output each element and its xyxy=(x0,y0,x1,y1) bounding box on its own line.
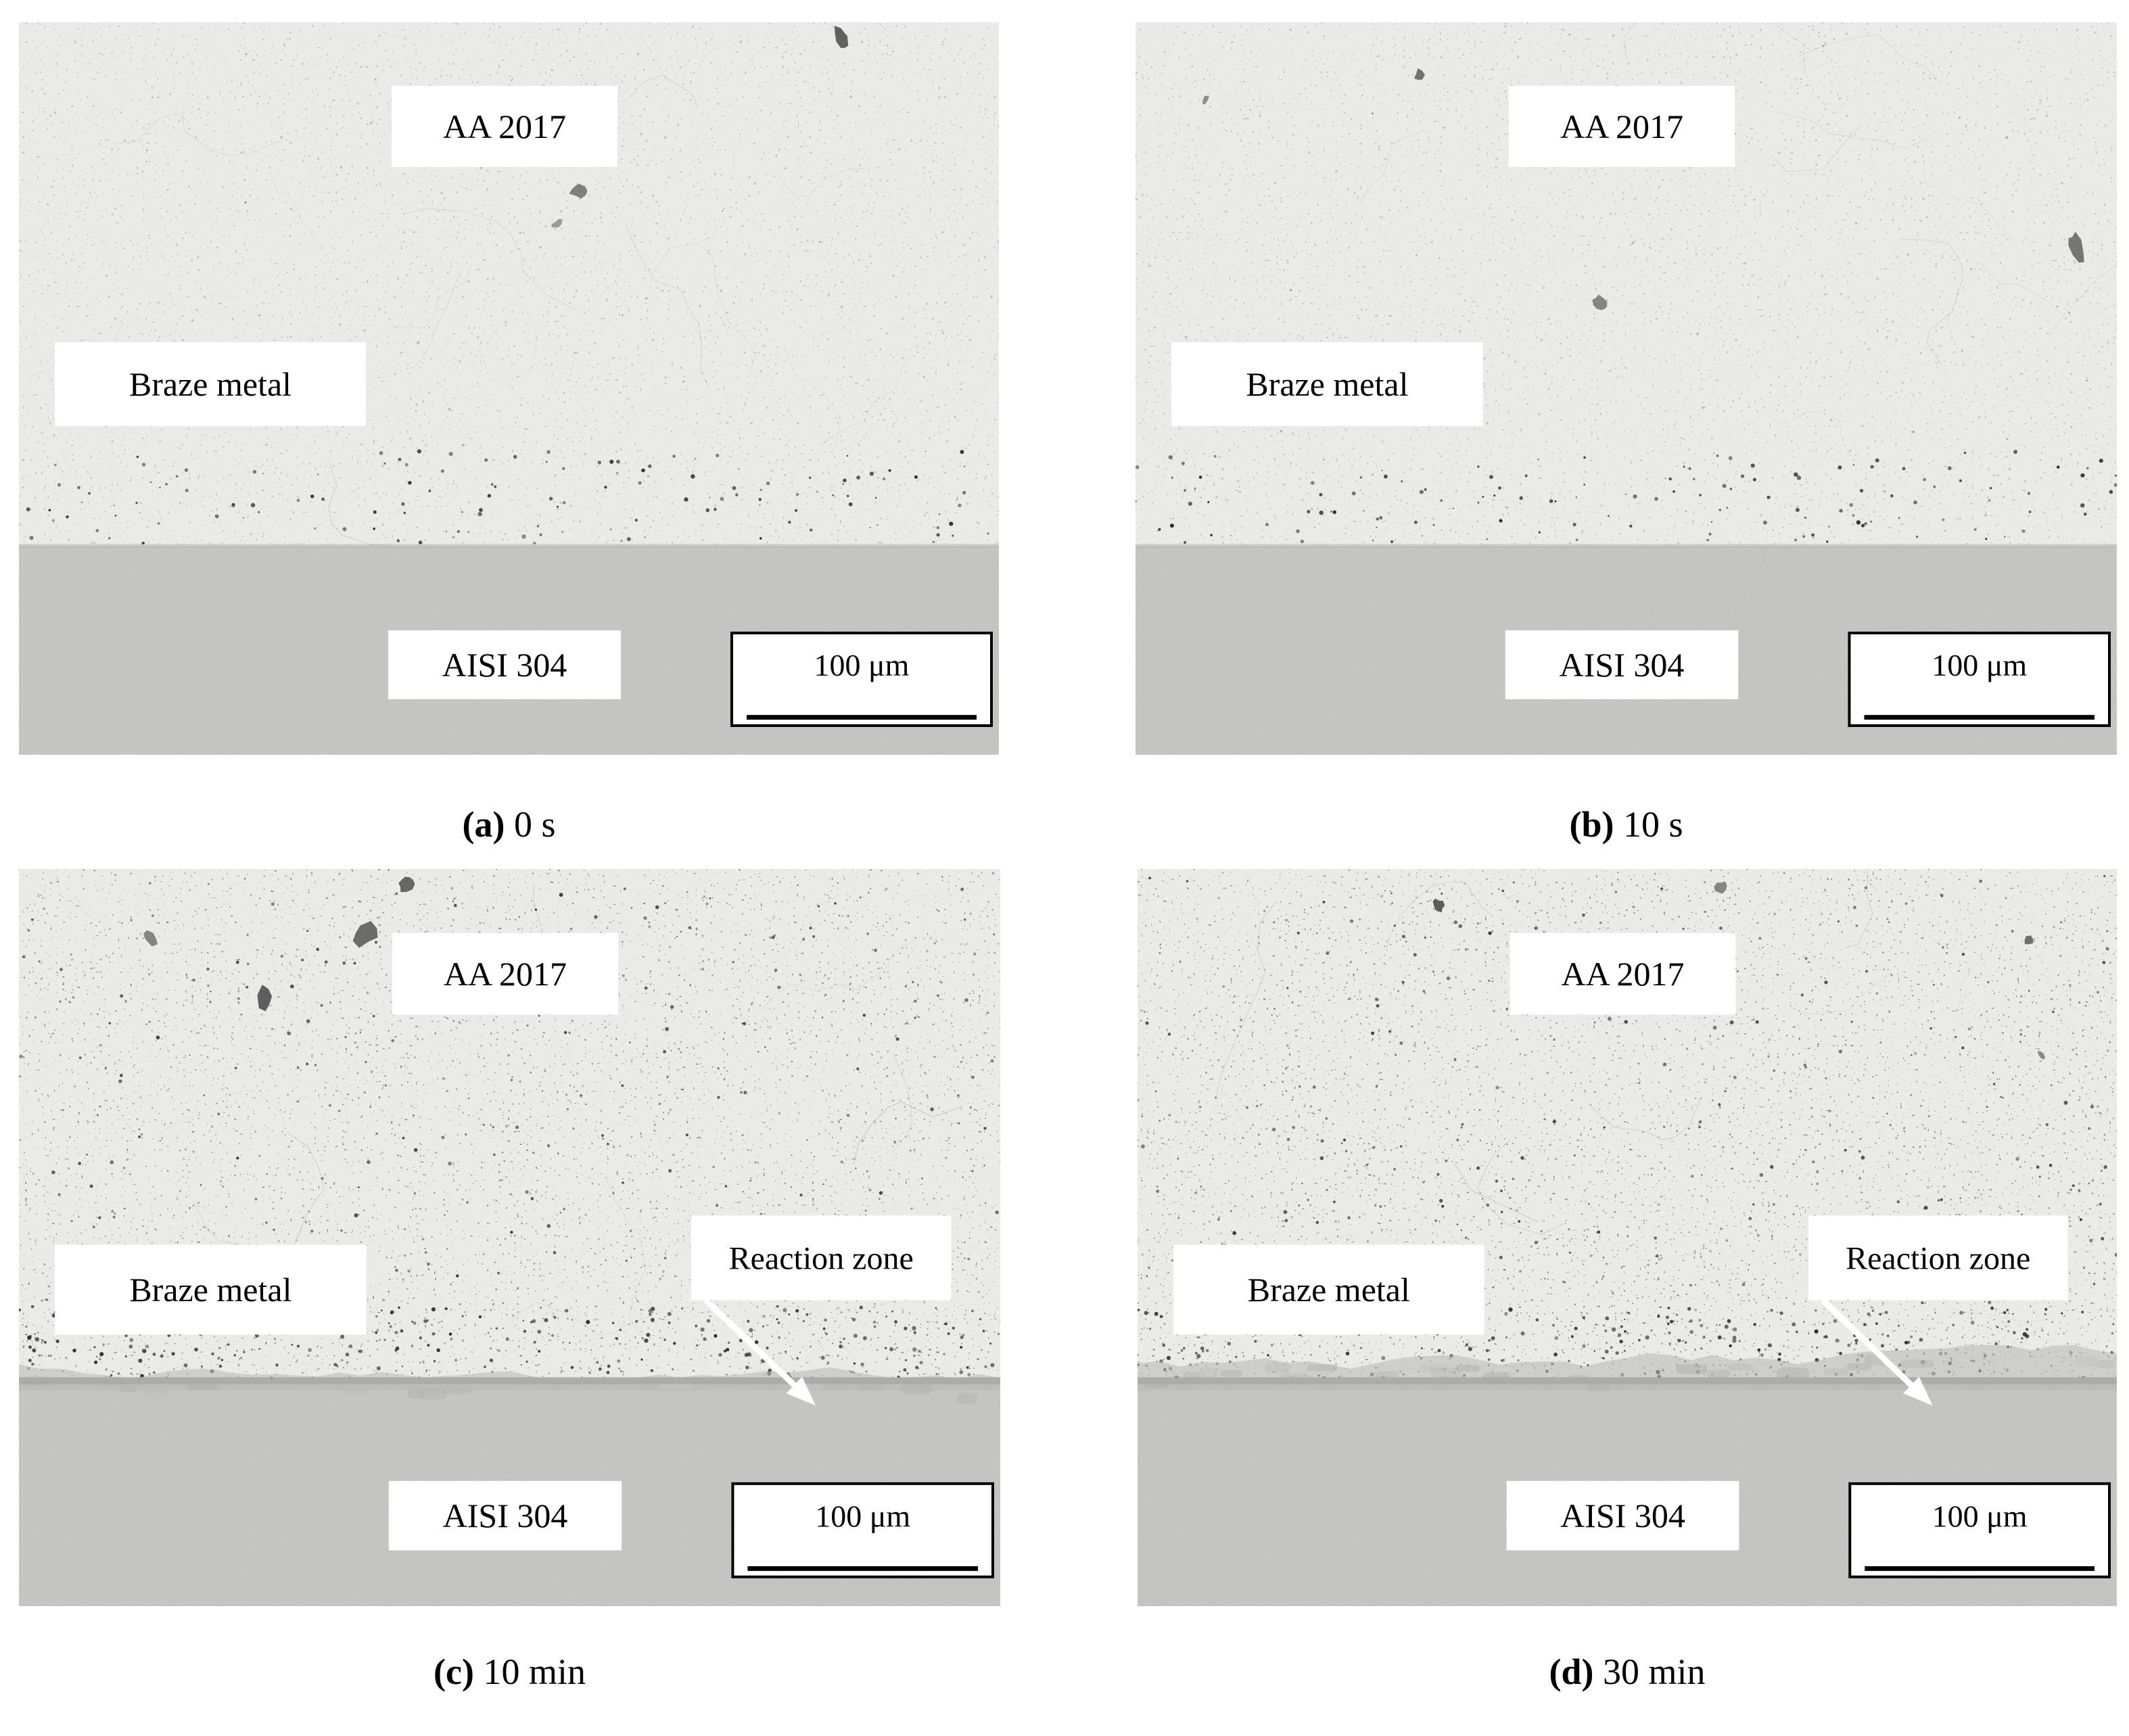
svg-text:AA 2017: AA 2017 xyxy=(444,955,567,993)
svg-text:AA 2017: AA 2017 xyxy=(1560,108,1683,145)
svg-text:AISI 304: AISI 304 xyxy=(1560,1497,1685,1534)
svg-text:AA 2017: AA 2017 xyxy=(443,108,566,145)
svg-text:Reaction zone: Reaction zone xyxy=(1846,1240,2030,1276)
svg-text:100 μm: 100 μm xyxy=(1932,1499,2028,1533)
svg-text:100 μm: 100 μm xyxy=(1932,648,2027,682)
svg-text:Braze metal: Braze metal xyxy=(129,1271,291,1309)
svg-text:AA 2017: AA 2017 xyxy=(1562,955,1685,993)
svg-text:AISI 304: AISI 304 xyxy=(443,1497,568,1534)
svg-text:100 μm: 100 μm xyxy=(814,648,910,682)
svg-text:Braze metal: Braze metal xyxy=(1246,365,1408,403)
svg-text:AISI 304: AISI 304 xyxy=(1560,646,1685,684)
svg-text:AISI 304: AISI 304 xyxy=(442,646,567,684)
svg-text:100 μm: 100 μm xyxy=(815,1499,910,1533)
svg-text:Reaction zone: Reaction zone xyxy=(729,1240,914,1276)
svg-text:Braze metal: Braze metal xyxy=(1248,1271,1410,1309)
svg-text:Braze metal: Braze metal xyxy=(129,365,291,403)
